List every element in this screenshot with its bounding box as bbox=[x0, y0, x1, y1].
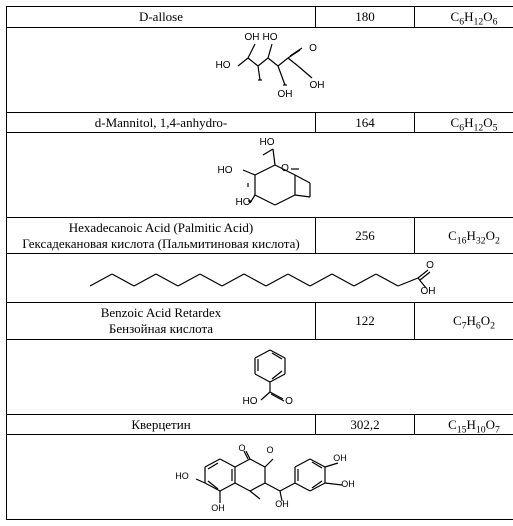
svg-text:O: O bbox=[309, 43, 317, 54]
molecular-weight: 256 bbox=[316, 218, 415, 254]
svg-text:O: O bbox=[426, 260, 434, 271]
svg-text:HO: HO bbox=[236, 197, 251, 208]
molecular-formula: C7H6O2 bbox=[415, 303, 513, 339]
structure-diagram: O OH bbox=[7, 254, 513, 303]
structure-diagram: HOOHOHHOOHO bbox=[7, 27, 513, 112]
svg-text:O: O bbox=[281, 163, 289, 174]
structure-diagram: HO HO HO O bbox=[7, 133, 513, 218]
svg-text:OH: OH bbox=[421, 286, 436, 297]
compound-name: Hexadecanoic Acid (Palmitic Acid)Гексаде… bbox=[7, 218, 316, 254]
svg-text:HO: HO bbox=[216, 60, 231, 71]
structure-diagram: HO O bbox=[7, 339, 513, 414]
svg-text:OH: OH bbox=[275, 499, 289, 509]
svg-text:OH: OH bbox=[310, 80, 325, 91]
svg-text:O: O bbox=[285, 396, 293, 407]
structure-diagram: HO OH O O OH OH OH bbox=[7, 435, 513, 520]
svg-text:OH: OH bbox=[211, 503, 225, 513]
svg-text:OH: OH bbox=[245, 32, 260, 43]
svg-text:O: O bbox=[238, 443, 245, 453]
svg-text:HO: HO bbox=[260, 137, 275, 148]
molecular-formula: C16H32O2 bbox=[415, 218, 513, 254]
compound-name: d-Mannitol, 1,4-anhydro- bbox=[7, 112, 316, 133]
compound-table: D-allose180C6H12O6HOOHOHHOOHOd-Mannitol,… bbox=[6, 6, 513, 520]
molecular-formula: C6H12O5 bbox=[415, 112, 513, 133]
compound-name: Benzoic Acid RetardexБензойная кислота bbox=[7, 303, 316, 339]
molecular-weight: 302,2 bbox=[316, 414, 415, 435]
svg-text:HO: HO bbox=[175, 471, 189, 481]
svg-text:OH: OH bbox=[333, 453, 347, 463]
molecular-formula: C6H12O6 bbox=[415, 7, 513, 28]
molecular-formula: C15H10O7 bbox=[415, 414, 513, 435]
svg-text:HO: HO bbox=[263, 32, 278, 43]
svg-text:OH: OH bbox=[278, 89, 293, 100]
svg-text:HO: HO bbox=[218, 165, 233, 176]
molecular-weight: 180 bbox=[316, 7, 415, 28]
molecular-weight: 122 bbox=[316, 303, 415, 339]
compound-name: Кверцетин bbox=[7, 414, 316, 435]
svg-text:OH: OH bbox=[341, 479, 355, 489]
svg-text:HO: HO bbox=[243, 396, 258, 407]
compound-name: D-allose bbox=[7, 7, 316, 28]
svg-text:O: O bbox=[266, 445, 273, 455]
molecular-weight: 164 bbox=[316, 112, 415, 133]
